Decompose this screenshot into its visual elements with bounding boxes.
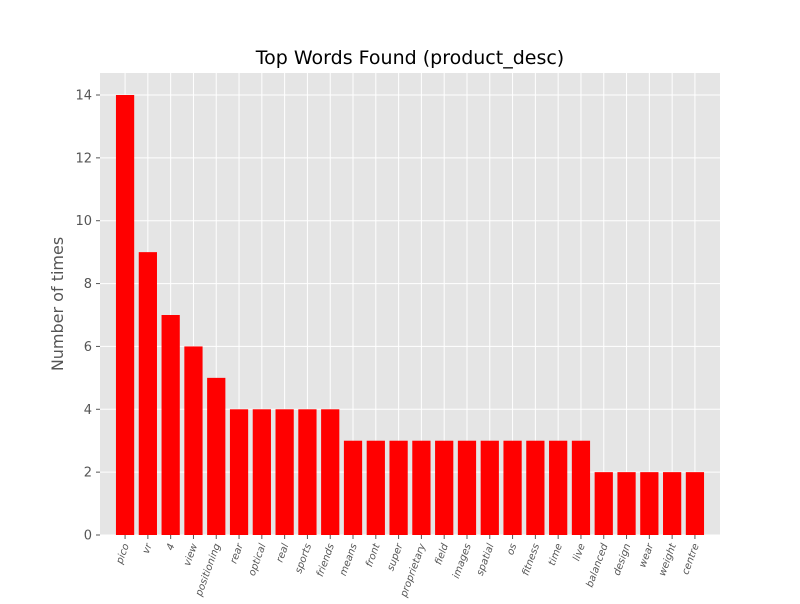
bar-proprietary: [412, 440, 431, 535]
x-tick-label: field: [433, 542, 451, 567]
bar-centre: [685, 472, 705, 535]
bar-optical: [252, 409, 271, 535]
bar-fitness: [526, 440, 545, 535]
bar-front: [366, 440, 385, 535]
bar-4: [161, 315, 180, 535]
bar-friends: [321, 409, 340, 535]
bar-vr: [138, 252, 157, 535]
y-tick-label: 4: [84, 403, 92, 418]
bar-pico: [115, 95, 135, 535]
bar-positioning: [207, 377, 226, 535]
x-tick-label: front: [364, 541, 383, 568]
bar-super: [389, 440, 408, 535]
y-tick-label: 10: [75, 214, 92, 229]
bar-design: [617, 472, 636, 535]
y-axis-label: Number of times: [48, 237, 67, 371]
bar-means: [343, 440, 363, 535]
bar-view: [184, 346, 203, 535]
x-tick-label: pico: [114, 542, 132, 566]
x-tick-label: balanced: [585, 542, 611, 589]
x-tick-label: rear: [229, 541, 247, 565]
y-tick-label: 0: [84, 529, 92, 544]
bar-sports: [298, 409, 317, 535]
x-tick-label: sports: [293, 542, 314, 575]
x-tick-label: super: [385, 541, 405, 572]
bar-live: [571, 440, 591, 535]
y-tick-label: 8: [84, 277, 92, 292]
bar-wear: [640, 472, 659, 535]
x-tick-label: wear: [637, 541, 656, 569]
x-tick-label: real: [275, 542, 292, 564]
x-tick-label: means: [338, 542, 360, 577]
x-tick-label: images: [451, 542, 474, 580]
bar-real: [275, 409, 294, 535]
y-tick-label: 14: [75, 89, 92, 104]
x-tick-label: optical: [247, 542, 269, 578]
bars: [115, 95, 705, 535]
y-tick-label: 12: [75, 151, 92, 166]
bar-images: [457, 440, 477, 535]
bar-time: [549, 440, 568, 535]
x-tick-label: view: [182, 541, 200, 567]
y-axis-ticks: 0 2 4 6 8 10 12 14: [75, 89, 100, 544]
bar-balanced: [594, 472, 613, 535]
x-tick-label: time: [547, 542, 565, 567]
x-tick-label: spatial: [475, 542, 497, 577]
x-tick-label: live: [571, 542, 587, 562]
x-tick-label: os: [505, 542, 519, 556]
plot-area: [100, 73, 720, 535]
x-tick-label: friends: [315, 542, 337, 578]
x-tick-label: vr: [141, 541, 155, 555]
y-tick-label: 6: [84, 340, 92, 355]
bar-rear: [229, 409, 249, 535]
x-tick-label: weight: [657, 541, 679, 577]
x-tick-label: 4: [165, 542, 178, 552]
x-tick-label: centre: [680, 542, 701, 576]
bar-weight: [663, 472, 682, 535]
bar-os: [503, 440, 522, 535]
x-tick-label: fitness: [520, 542, 542, 577]
bar-spatial: [480, 440, 499, 535]
bar-field: [435, 440, 454, 535]
chart-title: Top Words Found (product_desc): [255, 47, 564, 69]
x-tick-label: design: [612, 542, 634, 577]
y-tick-label: 2: [84, 466, 92, 481]
